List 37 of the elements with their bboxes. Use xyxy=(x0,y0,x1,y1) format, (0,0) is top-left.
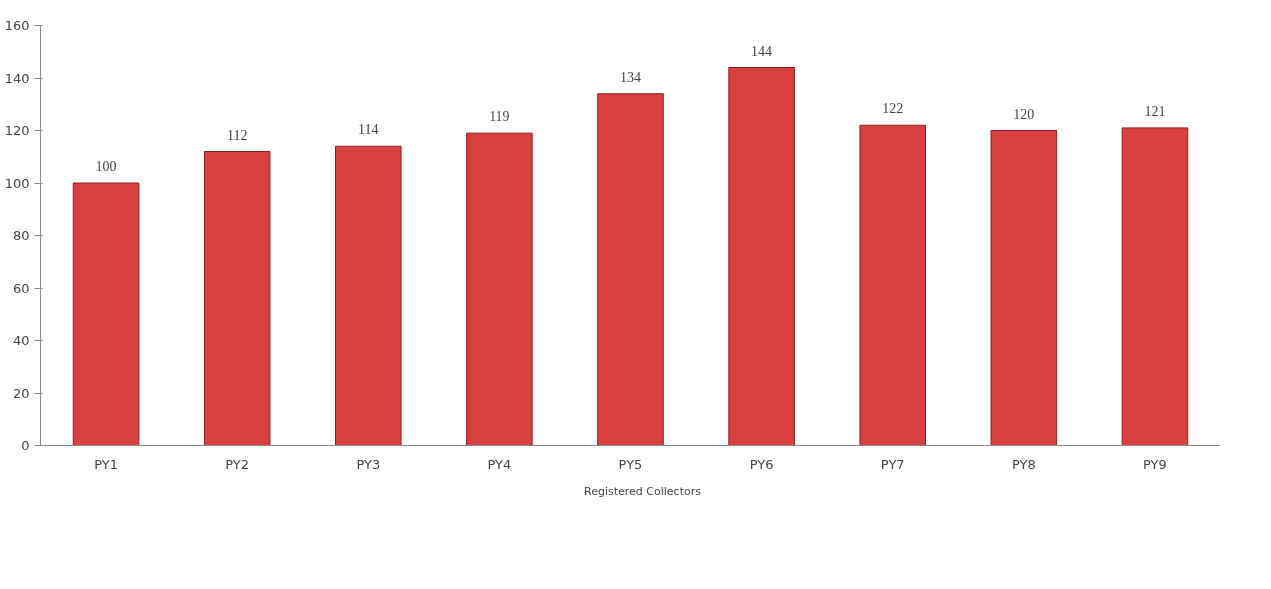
data-label: 100 xyxy=(95,159,117,174)
bar xyxy=(466,132,533,446)
y-tick-label: 140 xyxy=(4,70,30,86)
y-tick-label: 40 xyxy=(12,333,30,348)
y-tick-label: 100 xyxy=(4,175,30,191)
y-tick-label: 80 xyxy=(12,228,30,243)
data-label: 144 xyxy=(751,43,773,59)
x-tick-label: PY7 xyxy=(880,456,905,472)
y-tick-label: 20 xyxy=(12,385,30,401)
data-label: 121 xyxy=(1144,103,1166,119)
bar xyxy=(335,145,402,446)
data-label: 120 xyxy=(1013,106,1035,122)
bar xyxy=(859,124,926,446)
data-label: 112 xyxy=(226,127,248,143)
x-tick-label: PY2 xyxy=(225,456,250,472)
y-tick-label: 120 xyxy=(4,123,30,138)
y-tick-label: 60 xyxy=(12,280,30,296)
x-tick-label: PY5 xyxy=(618,456,643,472)
bar xyxy=(728,67,795,446)
bar xyxy=(990,130,1058,446)
x-tick-label: PY1 xyxy=(94,456,118,472)
data-label: 119 xyxy=(489,109,510,125)
x-tick-label: PY3 xyxy=(356,456,381,472)
x-tick-label: PY8 xyxy=(1011,456,1036,472)
y-tick-label: 0 xyxy=(21,438,30,453)
x-tick-label: PY9 xyxy=(1143,456,1167,472)
bar xyxy=(72,182,140,446)
x-tick-label: PY4 xyxy=(487,456,512,472)
bar xyxy=(1121,127,1189,446)
text: Registered Collectors xyxy=(584,484,701,498)
bar xyxy=(597,93,664,446)
data-label: 122 xyxy=(882,101,904,117)
y-tick-label: 160 xyxy=(4,18,30,33)
bar xyxy=(203,151,271,446)
x-tick-label: PY6 xyxy=(749,456,774,472)
data-label: 134 xyxy=(620,69,641,85)
data-label: 114 xyxy=(358,122,379,138)
